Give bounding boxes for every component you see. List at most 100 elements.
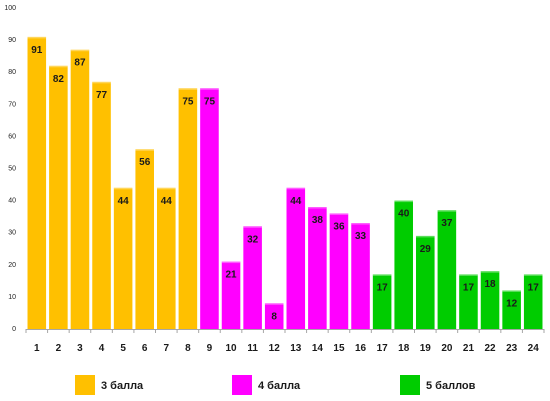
x-tick-label: 22 xyxy=(484,343,496,354)
x-tick-label: 23 xyxy=(506,343,518,354)
bar-highlight xyxy=(329,213,349,215)
y-tick-label: 40 xyxy=(8,198,16,205)
bar-highlight xyxy=(523,274,543,276)
y-tick-label: 100 xyxy=(4,5,16,12)
bar xyxy=(523,274,543,329)
bar xyxy=(178,88,198,329)
bar xyxy=(200,88,219,329)
x-tick-label: 20 xyxy=(441,343,453,354)
bar-highlight xyxy=(27,36,47,39)
legend: 3 балла 4 балла 5 баллов xyxy=(75,375,476,395)
bar-highlight xyxy=(70,49,90,52)
bar xyxy=(502,290,521,329)
bar xyxy=(329,213,349,329)
x-tick-label: 1 xyxy=(34,343,40,354)
y-tick-label: 90 xyxy=(8,37,16,44)
x-tick-label: 12 xyxy=(269,343,281,354)
legend-label: 3 балла xyxy=(101,380,144,392)
bar-highlight xyxy=(264,303,284,305)
bar xyxy=(372,274,392,329)
bar xyxy=(92,81,111,329)
y-axis: 0 10 20 30 40 50 60 70 80 90 100 xyxy=(4,5,16,333)
y-tick-label: 50 xyxy=(8,166,16,173)
value-labels: 91 82 87 77 44 56 44 75 75 21 32 8 44 38 36 33 17 40 29 37 1… xyxy=(31,45,539,322)
x-axis: 1 2 3 4 5 6 7 8 9 10 11 12 13 14 15 16 17 18 19 20 21 22 23 24 xyxy=(25,329,545,354)
bar-highlight xyxy=(135,149,154,151)
bar-value-label: 77 xyxy=(96,90,108,101)
bar xyxy=(243,226,262,329)
bar-highlight xyxy=(178,88,198,90)
bar-highlight xyxy=(92,81,111,84)
bar xyxy=(480,271,500,329)
x-tick-label: 11 xyxy=(247,343,258,354)
bar-value-label: 36 xyxy=(333,221,345,232)
bar-value-label: 12 xyxy=(506,298,518,309)
x-tick-label: 3 xyxy=(77,343,83,354)
bar xyxy=(113,187,133,329)
bar xyxy=(394,200,413,329)
bar-value-label: 32 xyxy=(247,234,259,245)
x-tick-label: 18 xyxy=(398,343,410,354)
x-tick-label: 15 xyxy=(333,343,345,354)
legend-swatch xyxy=(75,375,95,395)
bar-highlight xyxy=(200,88,219,90)
bar-value-label: 8 xyxy=(271,311,277,322)
bar-value-label: 18 xyxy=(484,279,496,290)
bars xyxy=(27,36,543,329)
bar-highlight xyxy=(286,187,306,190)
x-tick-label: 16 xyxy=(355,343,367,354)
bar xyxy=(286,187,306,329)
bar-highlight xyxy=(394,200,413,203)
y-tick-label: 70 xyxy=(8,101,16,108)
bar xyxy=(264,303,284,329)
bar-value-label: 38 xyxy=(312,215,324,226)
bar-value-label: 82 xyxy=(53,74,65,85)
bar-value-label: 91 xyxy=(31,45,43,56)
bar-value-label: 44 xyxy=(290,196,302,207)
bar xyxy=(416,235,435,329)
x-tick-label: 2 xyxy=(56,343,62,354)
y-tick-label: 20 xyxy=(8,262,16,269)
bar xyxy=(437,210,457,329)
bar xyxy=(70,49,90,329)
bar-value-label: 75 xyxy=(204,96,216,107)
x-tick-label: 21 xyxy=(463,343,475,354)
y-tick-label: 60 xyxy=(8,133,16,140)
bar-highlight xyxy=(157,187,176,190)
legend-label: 4 балла xyxy=(258,380,301,392)
bar-value-label: 44 xyxy=(161,196,173,207)
x-tick-label: 6 xyxy=(142,343,148,354)
bar-highlight xyxy=(351,223,370,225)
bar-value-label: 44 xyxy=(118,196,130,207)
bar xyxy=(351,223,370,329)
x-tick-label: 10 xyxy=(225,343,237,354)
bar-value-label: 21 xyxy=(225,270,237,281)
bar xyxy=(135,149,154,329)
x-tick-label: 19 xyxy=(420,343,432,354)
bar-highlight xyxy=(459,274,478,276)
bar xyxy=(459,274,478,329)
bar-highlight xyxy=(437,210,457,212)
bar-highlight xyxy=(416,235,435,238)
x-tick-label: 7 xyxy=(164,343,170,354)
x-tick-label: 14 xyxy=(312,343,324,354)
x-tick-label: 24 xyxy=(528,343,540,354)
bar-value-label: 29 xyxy=(420,244,432,255)
y-tick-label: 80 xyxy=(8,69,16,76)
y-tick-label: 0 xyxy=(12,326,16,333)
bar xyxy=(221,261,241,329)
bar-highlight xyxy=(243,226,262,228)
bar-highlight xyxy=(372,274,392,276)
bar-highlight xyxy=(502,290,521,292)
bar-value-label: 37 xyxy=(441,218,453,229)
bar-value-label: 17 xyxy=(377,282,389,293)
x-tick-label: 4 xyxy=(99,343,105,354)
x-tick-label: 13 xyxy=(290,343,302,354)
x-tick-label: 9 xyxy=(207,343,213,354)
bar-highlight xyxy=(480,271,500,273)
legend-swatch xyxy=(232,375,252,395)
x-tick-label: 8 xyxy=(185,343,191,354)
bar-highlight xyxy=(221,261,241,264)
x-tick-label: 5 xyxy=(120,343,126,354)
